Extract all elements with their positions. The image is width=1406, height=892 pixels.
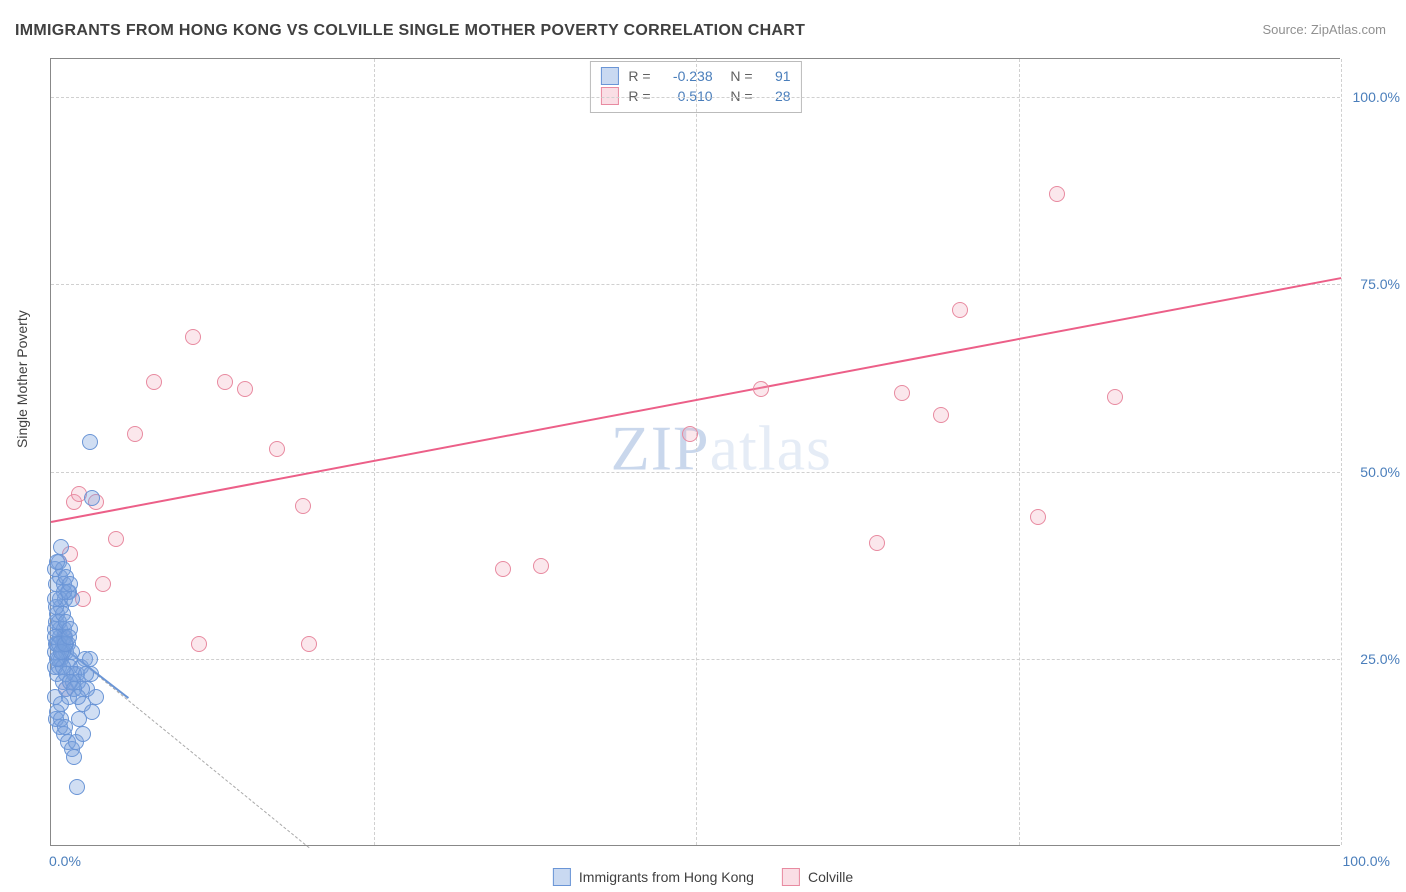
gridline-v [1019,59,1020,845]
x-tick-max: 100.0% [1343,853,1390,869]
data-point [185,329,201,345]
data-point [70,689,86,705]
data-point [869,535,885,551]
data-point [47,591,63,607]
data-point [533,558,549,574]
data-point [1030,509,1046,525]
data-point [78,666,94,682]
data-point [75,726,91,742]
y-axis-label: Single Mother Poverty [14,310,30,448]
chart-title: IMMIGRANTS FROM HONG KONG VS COLVILLE SI… [15,22,805,40]
data-point [127,426,143,442]
plot-area: ZIPatlas R = -0.238 N = 91 R = 0.510 N =… [50,58,1340,846]
y-tick-label: 25.0% [1350,651,1400,667]
data-point [84,490,100,506]
data-point [84,704,100,720]
legend-item-blue: Immigrants from Hong Kong [553,868,754,886]
y-tick-label: 100.0% [1350,89,1400,105]
y-tick-label: 75.0% [1350,276,1400,292]
legend-item-pink: Colville [782,868,853,886]
stat-n-value: 91 [763,68,791,84]
gridline-v [696,59,697,845]
data-point [295,498,311,514]
data-point [682,426,698,442]
legend-label: Colville [808,869,853,885]
data-point [217,374,233,390]
data-point [95,576,111,592]
data-point [753,381,769,397]
data-point [301,636,317,652]
stat-r-label: R = [628,68,650,84]
data-point [82,651,98,667]
gridline-v [374,59,375,845]
data-point [269,441,285,457]
data-point [237,381,253,397]
data-point [1107,389,1123,405]
watermark: ZIPatlas [611,411,832,485]
swatch-blue-icon [553,868,571,886]
data-point [894,385,910,401]
data-point [1049,186,1065,202]
data-point [495,561,511,577]
data-point [88,689,104,705]
data-point [62,576,78,592]
data-point [49,554,65,570]
data-point [82,434,98,450]
stat-n-label: N = [723,68,753,84]
x-tick-min: 0.0% [49,853,81,869]
data-point [53,539,69,555]
y-tick-label: 50.0% [1350,464,1400,480]
data-point [108,531,124,547]
swatch-pink-icon [782,868,800,886]
data-point [57,719,73,735]
data-point [61,629,77,645]
data-point [933,407,949,423]
data-point [69,779,85,795]
data-point [66,749,82,765]
data-point [191,636,207,652]
data-point [952,302,968,318]
legend-label: Immigrants from Hong Kong [579,869,754,885]
data-point [146,374,162,390]
gridline-v [1341,59,1342,845]
swatch-blue-icon [600,67,618,85]
source-label: Source: ZipAtlas.com [1262,22,1386,37]
bottom-legend: Immigrants from Hong Kong Colville [553,868,853,886]
stat-r-value: -0.238 [661,68,713,84]
